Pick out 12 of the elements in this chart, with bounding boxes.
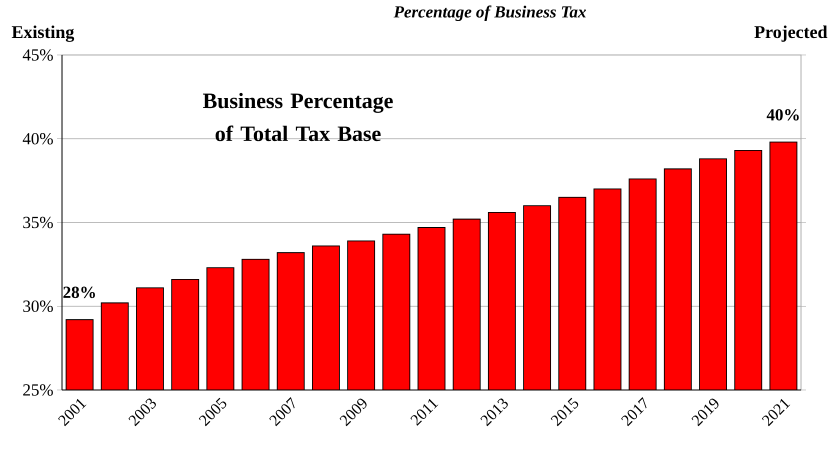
y-tick-label: 40% xyxy=(22,132,53,144)
y-tick-label: 25% xyxy=(23,384,53,396)
y-tick-label: 30% xyxy=(23,300,53,312)
x-tick-label: 2011 xyxy=(410,398,438,426)
chart-title: Percentage of Business Tax xyxy=(394,6,586,22)
y-tick-label: 45% xyxy=(22,49,53,61)
annotation: 28% xyxy=(63,286,95,298)
y-tick-label: 35% xyxy=(23,216,53,228)
text: Existing xyxy=(12,26,74,42)
text: Projected xyxy=(754,26,828,42)
annotation: Business Percentage of Total Tax Base xyxy=(202,92,393,142)
annotation: 40% xyxy=(766,109,799,121)
